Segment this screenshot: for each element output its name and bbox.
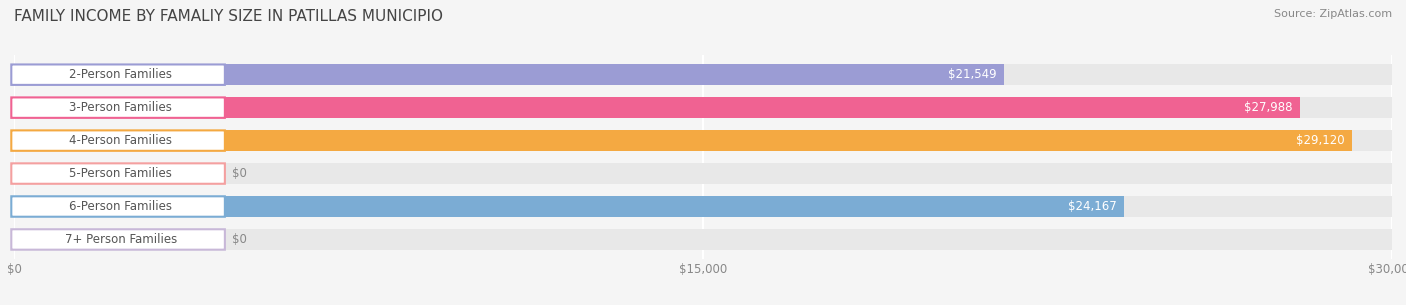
Text: 5-Person Families: 5-Person Families bbox=[69, 167, 173, 180]
Bar bbox=[14, 130, 1392, 151]
Text: 7+ Person Families: 7+ Person Families bbox=[65, 233, 177, 246]
Bar bbox=[14, 64, 1004, 85]
Text: 2-Person Families: 2-Person Families bbox=[69, 68, 173, 81]
FancyBboxPatch shape bbox=[11, 64, 225, 85]
Bar bbox=[14, 97, 1392, 118]
Text: $0: $0 bbox=[232, 167, 246, 180]
Bar bbox=[14, 130, 1351, 151]
Text: Source: ZipAtlas.com: Source: ZipAtlas.com bbox=[1274, 9, 1392, 19]
FancyBboxPatch shape bbox=[11, 130, 225, 151]
Bar bbox=[14, 97, 1299, 118]
Text: 6-Person Families: 6-Person Families bbox=[69, 200, 173, 213]
Text: $29,120: $29,120 bbox=[1296, 134, 1344, 147]
Text: 4-Person Families: 4-Person Families bbox=[69, 134, 173, 147]
Text: $21,549: $21,549 bbox=[948, 68, 997, 81]
Text: $24,167: $24,167 bbox=[1069, 200, 1118, 213]
Text: 3-Person Families: 3-Person Families bbox=[69, 101, 173, 114]
Bar bbox=[14, 64, 1392, 85]
Text: $0: $0 bbox=[232, 233, 246, 246]
FancyBboxPatch shape bbox=[11, 163, 225, 184]
Bar bbox=[14, 229, 1392, 250]
Bar bbox=[14, 196, 1392, 217]
Bar bbox=[14, 163, 1392, 184]
Text: FAMILY INCOME BY FAMALIY SIZE IN PATILLAS MUNICIPIO: FAMILY INCOME BY FAMALIY SIZE IN PATILLA… bbox=[14, 9, 443, 24]
FancyBboxPatch shape bbox=[11, 229, 225, 250]
Text: $27,988: $27,988 bbox=[1244, 101, 1292, 114]
Bar bbox=[14, 196, 1123, 217]
FancyBboxPatch shape bbox=[11, 196, 225, 217]
FancyBboxPatch shape bbox=[11, 97, 225, 118]
